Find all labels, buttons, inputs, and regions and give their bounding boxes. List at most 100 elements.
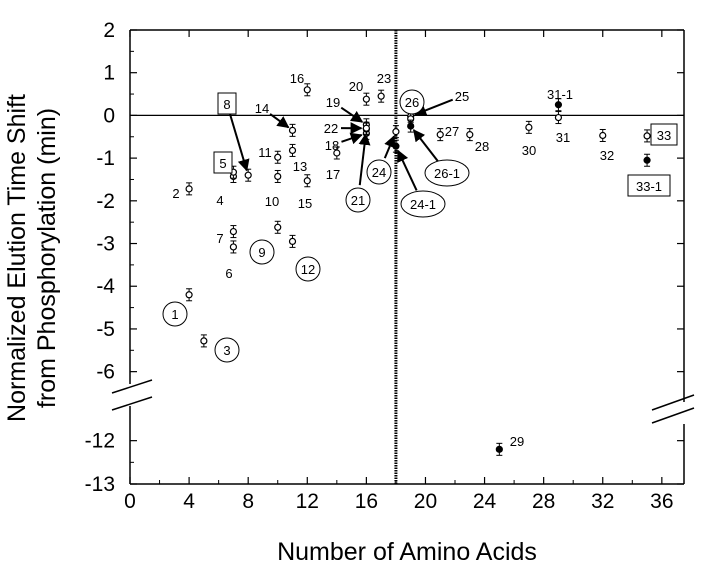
svg-text:3: 3: [223, 343, 230, 358]
svg-text:12: 12: [301, 262, 315, 277]
point-label: 4: [216, 193, 223, 208]
svg-text:5: 5: [219, 156, 226, 171]
x-tick-label: 28: [532, 490, 555, 513]
annotation-arrow: [412, 129, 439, 162]
svg-text:17: 17: [326, 167, 340, 182]
data-point: [392, 125, 400, 139]
data-point: [303, 174, 311, 188]
y-axis-title: Normalized Elution Time Shift from Phosp…: [3, 94, 61, 422]
svg-text:15: 15: [298, 196, 312, 211]
data-point: [643, 153, 651, 167]
svg-text:21: 21: [351, 193, 365, 208]
annotation-arrow: [228, 113, 250, 172]
point-label: 2: [172, 186, 179, 201]
annotation-arrow: [383, 135, 396, 159]
svg-text:9: 9: [258, 245, 265, 260]
svg-text:25: 25: [455, 89, 469, 104]
data-point: [229, 225, 238, 239]
svg-text:6: 6: [225, 266, 232, 281]
y-tick-label: 1: [103, 62, 115, 85]
x-axis-title: Number of Amino Acids: [277, 538, 537, 566]
plot-frame: [111, 29, 695, 485]
data-point: [288, 123, 297, 137]
y-tick-label: -5: [96, 318, 115, 341]
point-label: 31-1: [547, 87, 573, 102]
svg-text:18: 18: [325, 138, 339, 153]
svg-text:19: 19: [326, 95, 340, 110]
point-label: 13: [293, 159, 307, 174]
point-label: 9: [249, 239, 275, 265]
svg-text:28: 28: [475, 139, 489, 154]
point-label: 7: [216, 231, 223, 246]
svg-text:16: 16: [290, 71, 304, 86]
data-point: [407, 119, 415, 133]
svg-text:31: 31: [556, 130, 570, 145]
annotation-arrow: [340, 106, 364, 123]
point-label: 31: [556, 130, 570, 145]
x-tick-label: 36: [650, 490, 673, 513]
point-labels: 1234567891011121314151617181920212223242…: [162, 71, 678, 449]
y-tick-label: -6: [96, 361, 115, 384]
data-point: [185, 182, 193, 196]
data-point: [392, 139, 400, 153]
data-points: [185, 83, 651, 456]
point-label: 14: [255, 101, 269, 116]
point-label: 27: [445, 124, 459, 139]
x-tick-label: 12: [296, 490, 319, 513]
point-label: 18: [325, 138, 339, 153]
annotation-arrow: [269, 113, 290, 129]
point-label: 23: [377, 71, 391, 86]
point-label: 6: [225, 266, 232, 281]
point-label: 32: [600, 148, 614, 163]
point-label: 26-1: [424, 159, 470, 187]
point-label: 33: [650, 123, 678, 146]
y-tick-label: 2: [103, 19, 115, 42]
x-tick-label: 16: [355, 490, 378, 513]
svg-text:26-1: 26-1: [434, 166, 460, 181]
point-label: 28: [475, 139, 489, 154]
point-label: 25: [455, 89, 469, 104]
point-label: 33-1: [627, 174, 671, 197]
svg-text:14: 14: [255, 101, 269, 116]
data-point: [643, 129, 651, 143]
annotation-arrows: [228, 98, 454, 191]
point-label: 24: [366, 159, 392, 185]
svg-text:30: 30: [522, 143, 536, 158]
annotation-arrow: [341, 132, 363, 145]
data-point: [274, 150, 282, 164]
y-tick-label: -13: [85, 473, 115, 496]
data-point: [244, 168, 252, 182]
svg-text:4: 4: [216, 193, 223, 208]
x-tick-label: 0: [124, 490, 136, 513]
x-tick-label: 8: [242, 490, 254, 513]
svg-text:33-1: 33-1: [636, 179, 662, 194]
annotation-arrow: [414, 98, 454, 117]
point-label: 12: [295, 256, 321, 282]
svg-text:11: 11: [258, 145, 272, 160]
point-label: 15: [298, 196, 312, 211]
point-label: 21: [345, 187, 371, 213]
data-point: [377, 89, 385, 103]
data-point: [599, 128, 607, 142]
data-point: [288, 234, 297, 248]
data-point: [466, 128, 474, 142]
data-point: [200, 334, 208, 348]
point-label: 20: [349, 79, 363, 94]
point-label: 24-1: [400, 190, 446, 218]
svg-text:26: 26: [405, 95, 419, 110]
data-point: [185, 288, 193, 302]
point-label: 11: [258, 145, 272, 160]
svg-text:1: 1: [171, 307, 178, 322]
svg-text:20: 20: [349, 79, 363, 94]
point-label: 26: [399, 89, 425, 115]
x-tick-label: 4: [183, 490, 195, 513]
point-label: 5: [213, 151, 233, 174]
svg-text:10: 10: [265, 194, 279, 209]
data-point: [362, 92, 370, 106]
y-tick-label: -4: [96, 275, 115, 298]
svg-text:27: 27: [445, 124, 459, 139]
x-tick-label: 24: [473, 490, 497, 513]
svg-text:31-1: 31-1: [547, 87, 573, 102]
point-label: 1: [162, 301, 188, 327]
